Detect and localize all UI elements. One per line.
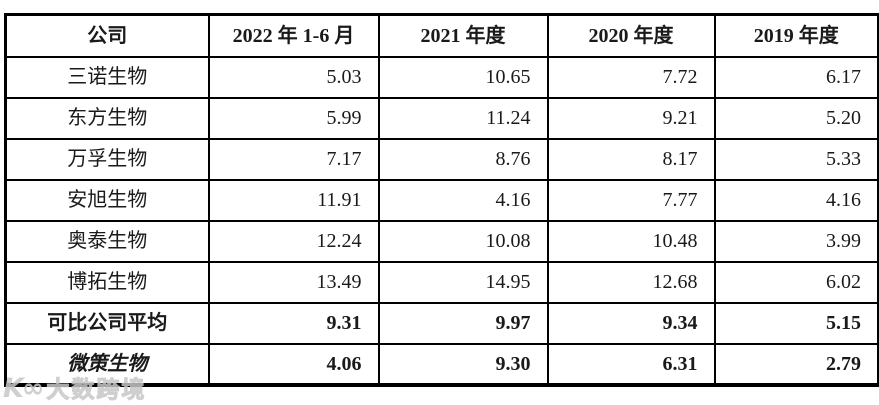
column-header-2021: 2021 年度 [377, 13, 549, 58]
value-2022h1: 7.17 [207, 137, 380, 181]
value-2022h1: 5.03 [207, 55, 380, 99]
column-header-2020: 2020 年度 [546, 13, 716, 58]
value-2020: 9.34 [546, 301, 716, 345]
value-2022h1: 4.06 [207, 342, 380, 386]
value-2021: 8.76 [377, 137, 549, 181]
value-2020: 6.31 [546, 342, 716, 386]
company-name: 万孚生物 [4, 137, 210, 181]
table-row: 三诺生物 5.03 10.65 7.72 6.17 [4, 55, 879, 99]
value-2021: 14.95 [377, 260, 549, 304]
value-2019: 3.99 [713, 219, 879, 263]
value-2020: 8.17 [546, 137, 716, 181]
value-2019: 5.33 [713, 137, 879, 181]
table-row: 奥泰生物 12.24 10.08 10.48 3.99 [4, 219, 879, 263]
table-row: 安旭生物 11.91 4.16 7.77 4.16 [4, 178, 879, 222]
value-2022h1: 13.49 [207, 260, 380, 304]
value-2021: 9.97 [377, 301, 549, 345]
value-2019: 4.16 [713, 178, 879, 222]
value-2019: 5.20 [713, 96, 879, 140]
table-row: 博拓生物 13.49 14.95 12.68 6.02 [4, 260, 879, 304]
value-2020: 12.68 [546, 260, 716, 304]
value-2020: 9.21 [546, 96, 716, 140]
company-name: 博拓生物 [4, 260, 210, 304]
column-header-company: 公司 [4, 13, 210, 58]
value-2019: 6.17 [713, 55, 879, 99]
column-header-2019: 2019 年度 [713, 13, 879, 58]
company-name: 微策生物 [4, 342, 210, 386]
value-2020: 7.77 [546, 178, 716, 222]
header-row: 公司 2022 年 1-6 月 2021 年度 2020 年度 2019 年度 [4, 13, 879, 58]
value-2021: 10.08 [377, 219, 549, 263]
value-2022h1: 5.99 [207, 96, 380, 140]
company-name: 东方生物 [4, 96, 210, 140]
company-name: 安旭生物 [4, 178, 210, 222]
company-name: 奥泰生物 [4, 219, 210, 263]
table-row-average: 可比公司平均 9.31 9.97 9.34 5.15 [4, 301, 879, 345]
value-2019: 5.15 [713, 301, 879, 345]
value-2020: 7.72 [546, 55, 716, 99]
value-2021: 11.24 [377, 96, 549, 140]
table-row: 万孚生物 7.17 8.76 8.17 5.33 [4, 137, 879, 181]
value-2019: 6.02 [713, 260, 879, 304]
value-2020: 10.48 [546, 219, 716, 263]
table-row-issuer: 微策生物 4.06 9.30 6.31 2.79 [4, 342, 879, 386]
value-2022h1: 12.24 [207, 219, 380, 263]
value-2021: 10.65 [377, 55, 549, 99]
table-row: 东方生物 5.99 11.24 9.21 5.20 [4, 96, 879, 140]
value-2019: 2.79 [713, 342, 879, 386]
value-2022h1: 11.91 [207, 178, 380, 222]
company-metrics-table: 公司 2022 年 1-6 月 2021 年度 2020 年度 2019 年度 … [4, 13, 879, 387]
company-name: 可比公司平均 [4, 301, 210, 345]
value-2021: 9.30 [377, 342, 549, 386]
value-2021: 4.16 [377, 178, 549, 222]
value-2022h1: 9.31 [207, 301, 380, 345]
column-header-2022h1: 2022 年 1-6 月 [207, 13, 380, 58]
company-name: 三诺生物 [4, 55, 210, 99]
comparison-table-container: 公司 2022 年 1-6 月 2021 年度 2020 年度 2019 年度 … [4, 13, 879, 387]
